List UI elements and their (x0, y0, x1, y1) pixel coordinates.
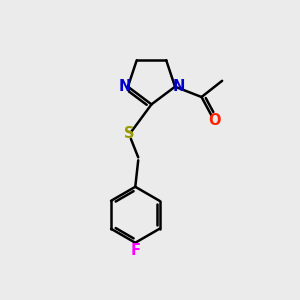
Text: N: N (172, 79, 185, 94)
Text: O: O (208, 113, 221, 128)
Text: S: S (124, 126, 135, 141)
Text: N: N (118, 79, 130, 94)
Text: F: F (130, 244, 140, 259)
